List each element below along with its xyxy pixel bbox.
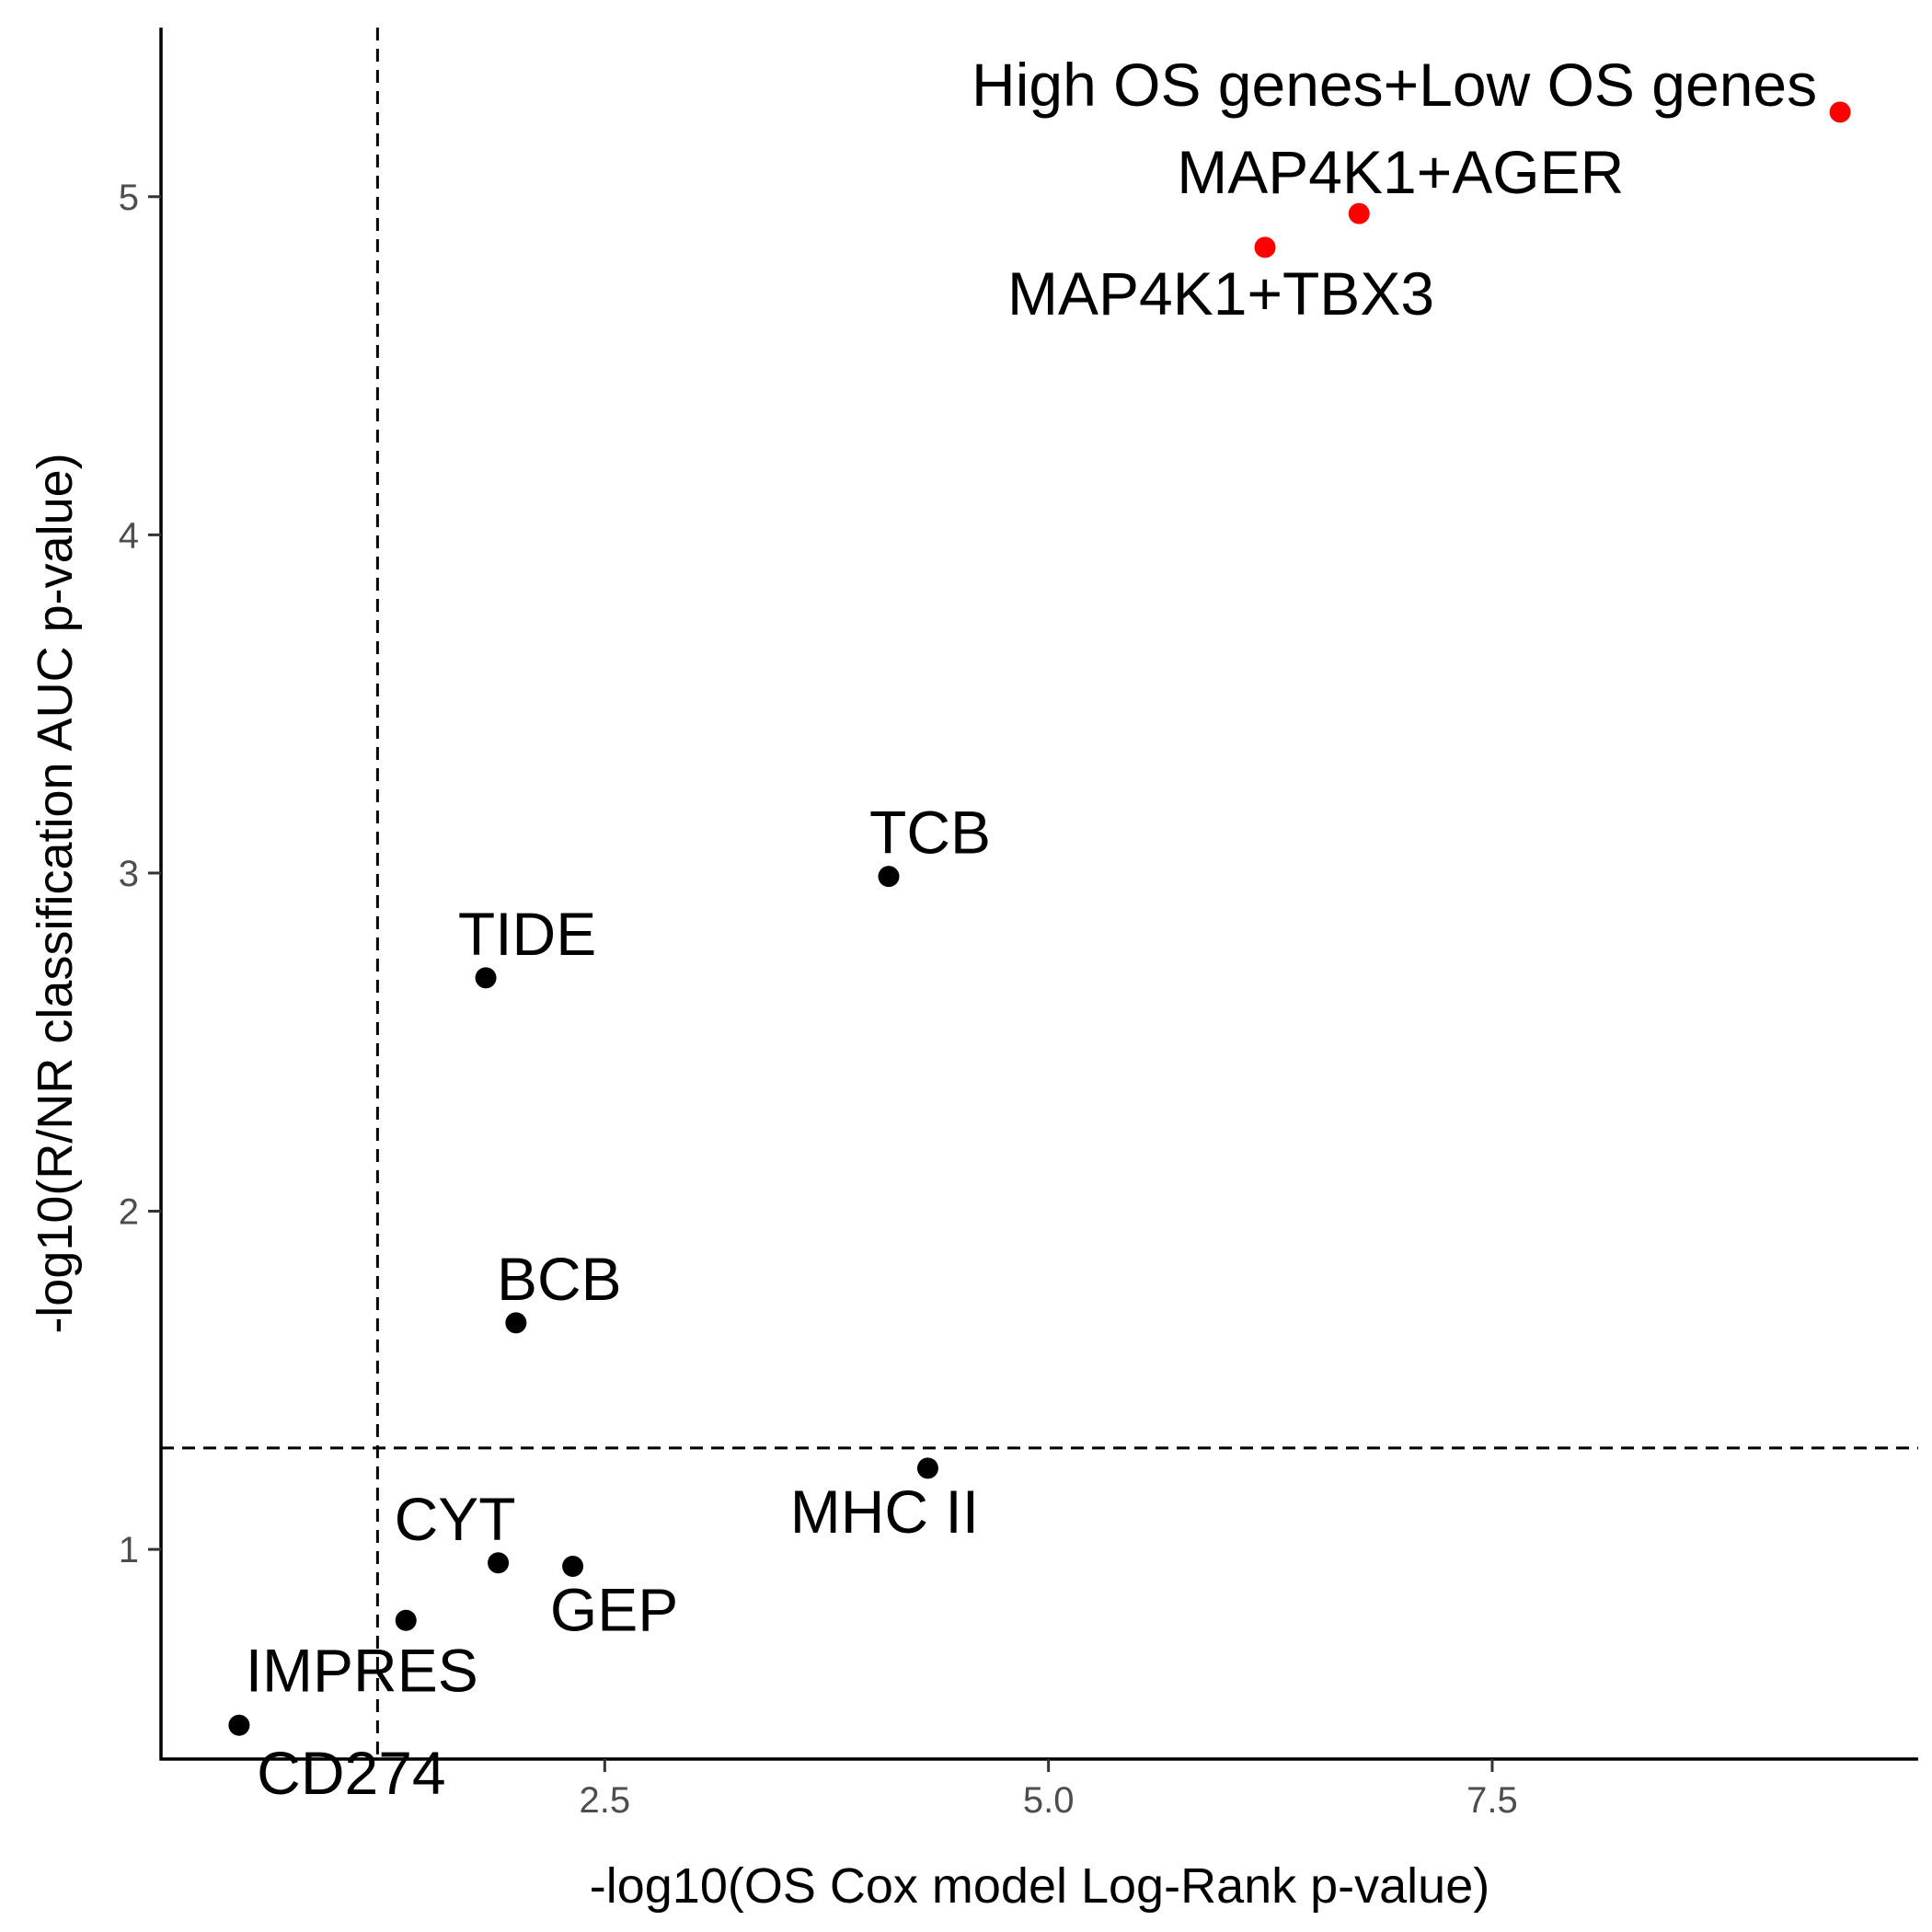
point-label: GEP — [550, 1575, 678, 1643]
point-label: MHC II — [790, 1478, 979, 1546]
data-point — [916, 1457, 938, 1479]
data-point — [475, 967, 497, 989]
point-label: TIDE — [458, 900, 596, 968]
point-label: MAP4K1+TBX3 — [1007, 259, 1434, 328]
data-point — [228, 1714, 250, 1736]
y-tick-label: 1 — [119, 1530, 139, 1570]
y-axis-title: -log10(R/NR classification AUC p-value) — [28, 453, 83, 1333]
point-label: CD274 — [257, 1739, 445, 1807]
axes: 2.5 5.0 7.5 1 2 3 4 5 — [119, 28, 1918, 1821]
y-tick-label: 3 — [119, 854, 139, 894]
x-tick-label: 7.5 — [1466, 1780, 1518, 1821]
reference-lines — [161, 28, 1918, 1759]
data-point — [1348, 202, 1370, 224]
y-tick-label: 2 — [119, 1192, 139, 1233]
data-point — [1254, 236, 1276, 259]
point-label: TCB — [869, 799, 991, 867]
data-point — [1829, 101, 1851, 123]
data-point — [562, 1555, 584, 1577]
data-points — [228, 101, 1851, 1736]
x-tick-label: 5.0 — [1023, 1780, 1075, 1821]
data-point — [505, 1312, 527, 1334]
point-label: High OS genes+Low OS genes — [972, 51, 1817, 119]
point-label: CYT — [395, 1485, 516, 1553]
x-tick-label: 2.5 — [580, 1780, 631, 1821]
point-label: BCB — [497, 1245, 622, 1313]
data-point — [395, 1609, 417, 1631]
data-point — [488, 1552, 510, 1574]
data-point — [878, 866, 900, 888]
y-tick-label: 5 — [119, 178, 139, 218]
point-label: IMPRES — [246, 1636, 478, 1704]
point-labels: High OS genes+Low OS genes MAP4K1+AGER MAP… — [246, 51, 1817, 1807]
x-axis-title: -log10(OS Cox model Log-Rank p-value) — [590, 1858, 1489, 1914]
y-tick-label: 4 — [119, 515, 139, 556]
point-label: MAP4K1+AGER — [1177, 138, 1624, 206]
